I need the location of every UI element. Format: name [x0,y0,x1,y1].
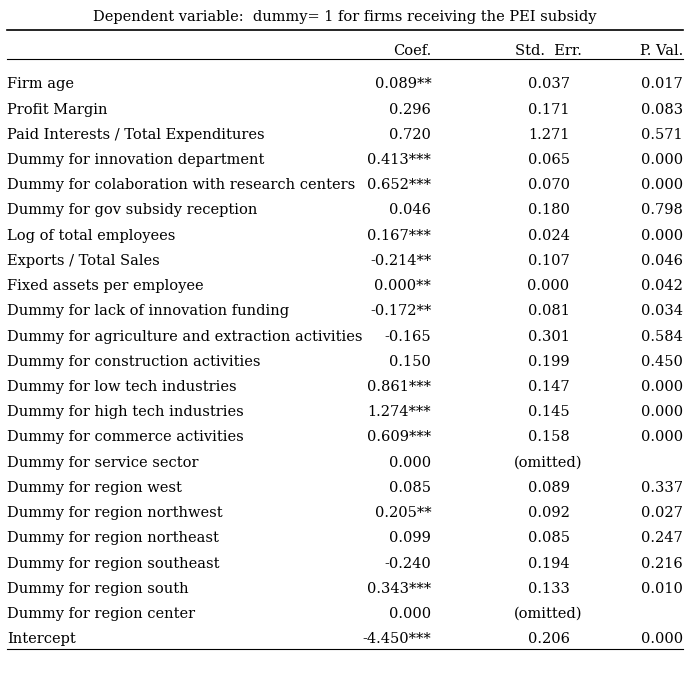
Text: Fixed assets per employee: Fixed assets per employee [7,279,204,293]
Text: 0.000: 0.000 [641,178,683,192]
Text: 0.150: 0.150 [389,355,431,369]
Text: Dummy for region center: Dummy for region center [7,607,195,621]
Text: Dependent variable:  dummy= 1 for firms receiving the PEI subsidy: Dependent variable: dummy= 1 for firms r… [93,10,597,24]
Text: -4.450***: -4.450*** [362,632,431,646]
Text: 0.450: 0.450 [641,355,683,369]
Text: 0.000: 0.000 [641,380,683,394]
Text: (omitted): (omitted) [514,456,583,470]
Text: Dummy for colaboration with research centers: Dummy for colaboration with research cen… [7,178,355,192]
Text: -0.214**: -0.214** [370,254,431,268]
Text: Dummy for commerce activities: Dummy for commerce activities [7,430,244,444]
Text: 0.065: 0.065 [528,153,569,167]
Text: Exports / Total Sales: Exports / Total Sales [7,254,159,268]
Text: 0.584: 0.584 [641,330,683,343]
Text: Dummy for region northwest: Dummy for region northwest [7,506,222,520]
Text: 0.167***: 0.167*** [367,229,431,243]
Text: 1.271: 1.271 [528,128,569,142]
Text: 0.000: 0.000 [641,632,683,646]
Text: 0.000: 0.000 [527,279,570,293]
Text: Dummy for high tech industries: Dummy for high tech industries [7,405,244,419]
Text: 0.099: 0.099 [389,531,431,545]
Text: 0.247: 0.247 [641,531,683,545]
Text: 0.216: 0.216 [641,557,683,571]
Text: 0.171: 0.171 [528,102,569,117]
Text: 0.206: 0.206 [528,632,569,646]
Text: Dummy for agriculture and extraction activities: Dummy for agriculture and extraction act… [7,330,362,343]
Text: 0.000: 0.000 [641,430,683,444]
Text: 0.089: 0.089 [528,481,569,495]
Text: 0.034: 0.034 [641,304,683,319]
Text: 0.027: 0.027 [641,506,683,520]
Text: 0.147: 0.147 [528,380,569,394]
Text: 1.274***: 1.274*** [368,405,431,419]
Text: 0.092: 0.092 [528,506,569,520]
Text: Dummy for low tech industries: Dummy for low tech industries [7,380,237,394]
Text: Dummy for region west: Dummy for region west [7,481,181,495]
Text: Dummy for lack of innovation funding: Dummy for lack of innovation funding [7,304,289,319]
Text: 0.798: 0.798 [641,204,683,218]
Text: 0.199: 0.199 [528,355,569,369]
Text: 0.571: 0.571 [642,128,683,142]
Text: 0.158: 0.158 [528,430,569,444]
Text: 0.205**: 0.205** [375,506,431,520]
Text: 0.861***: 0.861*** [367,380,431,394]
Text: 0.609***: 0.609*** [367,430,431,444]
Text: Dummy for region south: Dummy for region south [7,582,188,596]
Text: 0.085: 0.085 [528,531,569,545]
Text: 0.720: 0.720 [389,128,431,142]
Text: Std.  Err.: Std. Err. [515,44,582,58]
Text: 0.081: 0.081 [528,304,569,319]
Text: 0.145: 0.145 [528,405,569,419]
Text: P. Val.: P. Val. [640,44,683,58]
Text: 0.301: 0.301 [528,330,569,343]
Text: -0.165: -0.165 [384,330,431,343]
Text: Dummy for innovation department: Dummy for innovation department [7,153,264,167]
Text: 0.000: 0.000 [641,153,683,167]
Text: 0.042: 0.042 [641,279,683,293]
Text: 0.000: 0.000 [641,405,683,419]
Text: Dummy for construction activities: Dummy for construction activities [7,355,260,369]
Text: -0.172**: -0.172** [370,304,431,319]
Text: Firm age: Firm age [7,77,74,91]
Text: 0.089**: 0.089** [375,77,431,91]
Text: 0.296: 0.296 [389,102,431,117]
Text: 0.337: 0.337 [641,481,683,495]
Text: Paid Interests / Total Expenditures: Paid Interests / Total Expenditures [7,128,264,142]
Text: Dummy for region northeast: Dummy for region northeast [7,531,219,545]
Text: 0.133: 0.133 [528,582,569,596]
Text: 0.194: 0.194 [528,557,569,571]
Text: 0.017: 0.017 [641,77,683,91]
Text: Dummy for region southeast: Dummy for region southeast [7,557,219,571]
Text: Dummy for gov subsidy reception: Dummy for gov subsidy reception [7,204,257,218]
Text: 0.343***: 0.343*** [367,582,431,596]
Text: 0.413***: 0.413*** [367,153,431,167]
Text: Coef.: Coef. [393,44,431,58]
Text: 0.000: 0.000 [641,229,683,243]
Text: 0.180: 0.180 [528,204,569,218]
Text: 0.037: 0.037 [528,77,569,91]
Text: Log of total employees: Log of total employees [7,229,175,243]
Text: 0.010: 0.010 [641,582,683,596]
Text: 0.046: 0.046 [641,254,683,268]
Text: 0.000**: 0.000** [375,279,431,293]
Text: (omitted): (omitted) [514,607,583,621]
Text: Dummy for service sector: Dummy for service sector [7,456,199,470]
Text: 0.000: 0.000 [389,607,431,621]
Text: 0.070: 0.070 [528,178,569,192]
Text: 0.046: 0.046 [389,204,431,218]
Text: 0.000: 0.000 [389,456,431,470]
Text: 0.085: 0.085 [389,481,431,495]
Text: Intercept: Intercept [7,632,76,646]
Text: 0.024: 0.024 [528,229,569,243]
Text: 0.083: 0.083 [641,102,683,117]
Text: 0.652***: 0.652*** [367,178,431,192]
Text: 0.107: 0.107 [528,254,569,268]
Text: Profit Margin: Profit Margin [7,102,108,117]
Text: -0.240: -0.240 [384,557,431,571]
